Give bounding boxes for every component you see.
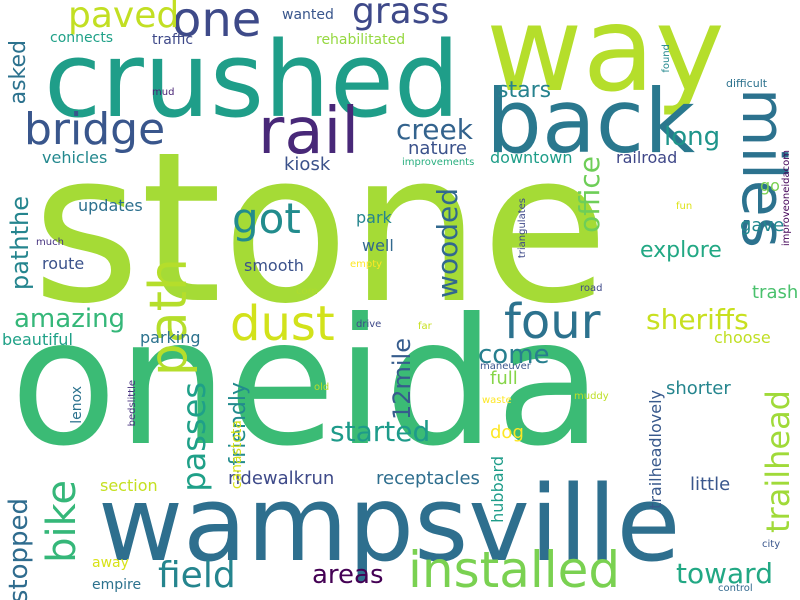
word-trailhead: trailhead [759,390,797,533]
word-stars: stars [497,78,552,103]
word-vehicles: vehicles [42,148,108,167]
word-section: section [100,476,158,495]
word-route: route [42,254,85,273]
word-difficult: difficult [726,77,768,90]
word-started: started [330,415,431,448]
word-park: park [356,208,392,227]
word-sheriffs: sheriffs [646,303,749,336]
word-stone: stone [32,108,609,350]
word-field: field [158,555,236,596]
word-installed: installed [408,541,621,599]
word-areas: areas [312,560,384,590]
word-improvements: improvements [402,157,475,168]
word-come: come [478,340,550,370]
word-miles: miles [728,88,798,248]
word-wooded: wooded [431,188,464,298]
word-drive: drive [356,319,382,330]
word-path: path [139,258,199,377]
word-creek: creek [396,113,473,146]
word-trailheadlovely: trailheadlovely [646,390,665,509]
word-long: long [664,122,721,152]
word-triangulates: triangulates [517,198,528,259]
word-wanted: wanted [282,7,334,23]
word-12mile: 12mile [388,338,416,421]
word-stopped: stopped [4,498,34,600]
word-muddy: muddy [574,391,609,402]
word-lenox: lenox [69,386,85,424]
word-paved: paved [68,0,180,36]
word-four: four [504,294,601,350]
word-go: go [760,176,780,195]
word-way: way [486,0,725,118]
word-canastota: canastota [229,420,245,490]
word-found: found [661,44,672,73]
word-got: got [232,194,301,243]
word-mud: mud [152,87,175,98]
word-ridewalkrun: ridewalkrun [228,468,335,489]
word-paththe: paththe [6,196,34,290]
word-waste: waste [482,395,512,406]
word-improveoneidacom: improveoneidacom [781,150,792,247]
word-connects: connects [50,30,114,46]
word-well: well [362,236,394,255]
word-road: road [580,283,603,294]
word-downtown: downtown [490,148,573,167]
word-much: much [36,237,64,248]
word-hubbard: hubbard [488,456,507,523]
word-grass: grass [352,0,450,32]
word-parking: parking [140,328,201,347]
word-corn: corn [296,286,318,297]
word-gave: gave [740,215,785,236]
word-one: one [172,0,262,48]
word-beautiful: beautiful [2,330,73,349]
word-old: old [314,382,330,393]
word-kiosk: kiosk [284,154,331,175]
word-smooth: smooth [244,256,304,275]
word-oneida: oneida [10,282,603,485]
word-back: back [486,70,696,173]
word-little: little [690,474,731,495]
word-away: away [92,555,129,571]
word-fun: fun [676,201,693,212]
word-bike: bike [39,480,85,563]
word-crushed: crushed [44,19,460,141]
word-wampsville: wampsville [98,463,681,585]
word-bridge: bridge [24,104,166,155]
word-dust: dust [230,296,335,352]
word-passes: passes [175,382,213,492]
word-rehabilitated: rehabilitated [316,32,406,48]
word-office: office [573,156,606,233]
word-railroad: railroad [616,148,678,167]
word-empty: empty [350,259,383,270]
word-shorter: shorter [666,378,731,399]
word-updates: updates [78,196,143,215]
word-toward: toward [676,557,773,590]
word-asked: asked [6,40,31,105]
word-bedslittle: bedslittle [127,380,138,427]
word-far: far [418,321,432,332]
word-traffic: traffic [152,32,194,48]
word-trash: trash [752,282,799,303]
word-receptacles: receptacles [376,468,480,489]
word-choose: choose [714,328,771,347]
word-empire: empire [92,577,142,593]
word-amazing: amazing [14,304,126,334]
word-control: control [718,583,753,594]
word-maneuver: maneuver [480,361,531,372]
word-dog: dog [490,422,524,443]
word-full: full [490,368,518,389]
word-city: city [762,539,781,550]
word-explore: explore [640,238,722,263]
word-nature: nature [408,138,467,159]
word-rail: rail [258,95,360,169]
